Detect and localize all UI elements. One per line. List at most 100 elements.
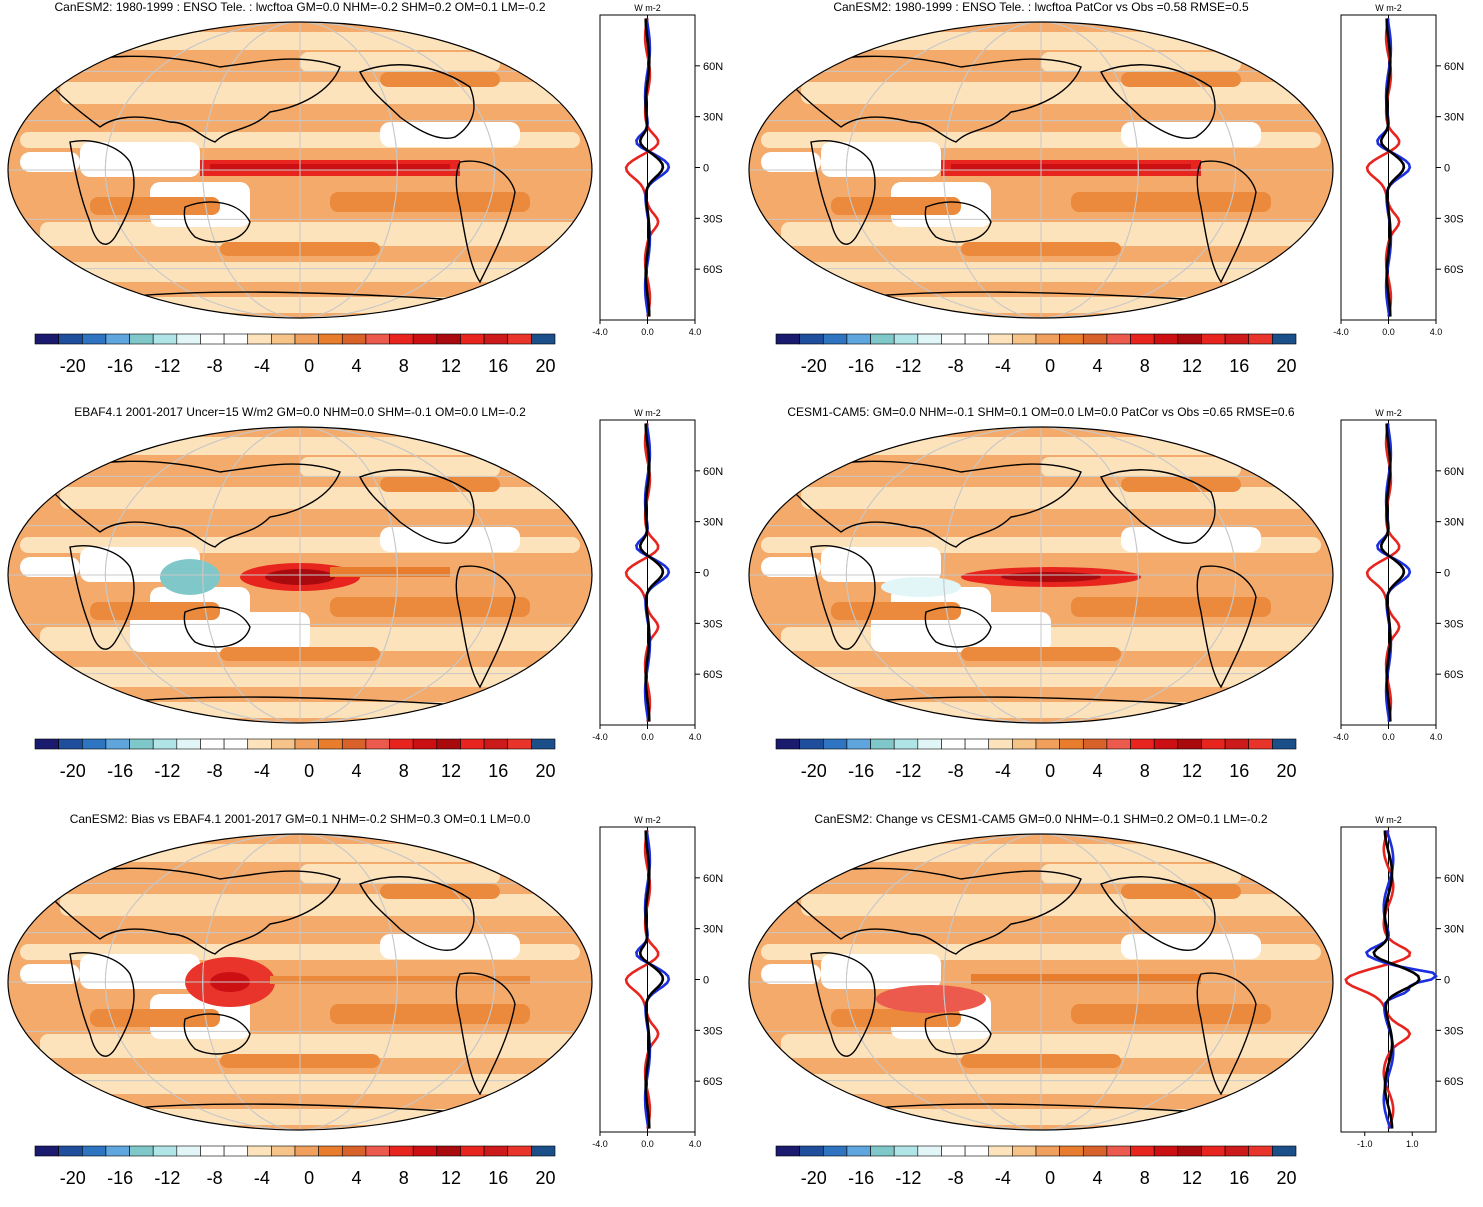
colorbar-label: 20 — [536, 1168, 556, 1188]
field-patch — [10, 262, 592, 282]
field-patch — [20, 964, 80, 984]
colorbar-swatch — [1201, 738, 1226, 750]
colorbar-swatch — [507, 1145, 532, 1157]
x-tick-label: 0.0 — [1382, 327, 1395, 337]
colorbar-swatch — [799, 738, 824, 750]
x-tick-label: -4.0 — [592, 732, 608, 742]
colorbar-swatch — [941, 738, 966, 750]
field-patch — [1121, 477, 1241, 492]
field-patch — [380, 72, 500, 87]
colorbar-swatch — [964, 738, 990, 750]
coastline — [924, 606, 992, 648]
x-tick-label: 4.0 — [689, 1139, 702, 1149]
colorbar-swatch — [1035, 738, 1060, 750]
colorbar-label: 0 — [1045, 1168, 1055, 1188]
field-patch — [330, 597, 530, 617]
colorbar-swatch — [1012, 333, 1037, 345]
colorbar-swatch — [893, 738, 919, 750]
colorbar-label: 4 — [1092, 1168, 1102, 1188]
field-patch — [80, 954, 200, 989]
colorbar-label: -8 — [207, 1168, 223, 1188]
colorbar-label: -4 — [254, 356, 270, 376]
colorbar: -20 -16 -12 -8 -4 0 4 8 12 16 20 — [775, 333, 1297, 376]
map-title: CESM1-CAM5: GM=0.0 NHM=-0.1 SHM=0.1 OM=0… — [787, 405, 1295, 419]
profile-line-reference — [638, 830, 665, 1129]
colorbar-label: -12 — [895, 356, 921, 376]
field-patch — [40, 222, 580, 246]
colorbar: -20 -16 -12 -8 -4 0 4 8 12 16 20 — [34, 738, 556, 781]
field-patch — [821, 954, 941, 989]
map — [748, 21, 1334, 319]
field-patch — [1071, 192, 1271, 212]
field-patch — [761, 557, 821, 577]
colorbar-swatch — [1224, 333, 1250, 345]
colorbar-swatch — [58, 738, 83, 750]
lat-tick-label: 0 — [1444, 975, 1450, 987]
colorbar-swatch — [507, 738, 532, 750]
colorbar-swatch — [917, 1145, 942, 1157]
x-tick-label: -4.0 — [1333, 732, 1349, 742]
colorbar-swatch — [1012, 738, 1037, 750]
field-layer — [749, 834, 1333, 1130]
colorbar-label: 16 — [1229, 761, 1249, 781]
field-patch — [871, 612, 1051, 652]
field-patch — [60, 82, 580, 104]
coastline — [38, 867, 341, 955]
colorbar-swatch — [1153, 1145, 1179, 1157]
colorbar-label: 12 — [441, 761, 461, 781]
field-patch — [1041, 52, 1241, 72]
graticule — [749, 22, 1333, 318]
colorbar-label: -20 — [60, 356, 86, 376]
colorbar-swatch — [988, 1145, 1013, 1157]
colorbar-swatch — [81, 738, 107, 750]
colorbar-swatch — [341, 1145, 367, 1157]
colorbar-swatch — [58, 1145, 83, 1157]
x-tick-label: 4.0 — [689, 327, 702, 337]
colorbar: -20 -16 -12 -8 -4 0 4 8 12 16 20 — [34, 1145, 556, 1188]
profile-units: W m-2 — [1375, 3, 1402, 13]
field-patch — [1121, 122, 1261, 147]
colorbar: -20 -16 -12 -8 -4 0 4 8 12 16 20 — [775, 1145, 1297, 1188]
field-patch — [1121, 527, 1261, 552]
x-tick-label: 0.0 — [641, 327, 654, 337]
lat-tick-label: 30N — [1444, 112, 1464, 124]
coastline — [1100, 64, 1216, 139]
colorbar-swatch — [271, 1145, 296, 1157]
colorbar-swatch — [1153, 738, 1179, 750]
map-title: CanESM2: Change vs CESM1-CAM5 GM=0.0 NHM… — [814, 812, 1268, 826]
colorbar-swatch — [846, 738, 871, 750]
map — [748, 426, 1334, 724]
coastline — [1196, 565, 1257, 689]
coastline — [455, 160, 516, 284]
colorbar-label: -16 — [107, 356, 133, 376]
colorbar-swatch — [389, 738, 414, 750]
colorbar-swatch — [129, 333, 154, 345]
colorbar-swatch — [964, 333, 990, 345]
colorbar-label: -8 — [948, 356, 964, 376]
field-patch — [821, 142, 941, 177]
colorbar-swatch — [460, 738, 485, 750]
field-patch — [751, 667, 1333, 687]
lat-tick-label: 0 — [1444, 163, 1450, 175]
equatorial-tongue — [270, 976, 530, 984]
lat-tick-label: 0 — [1444, 568, 1450, 580]
profile-line-reference — [638, 18, 665, 317]
colorbar-label: 12 — [441, 356, 461, 376]
colorbar-label: -12 — [895, 1168, 921, 1188]
field-patch — [1121, 72, 1241, 87]
field-patch — [380, 477, 500, 492]
field-layer — [749, 427, 1333, 723]
lat-tick-label: 60S — [703, 1076, 723, 1088]
colorbar-swatch — [365, 738, 390, 750]
colorbar-label: 8 — [1140, 761, 1150, 781]
field-patch — [100, 702, 520, 718]
colorbar-swatch — [1153, 333, 1179, 345]
colorbar-swatch — [1106, 738, 1131, 750]
profile-line-reference — [1372, 830, 1421, 1129]
profile-line-obs — [1365, 423, 1401, 722]
profile-line-model — [1364, 830, 1438, 1129]
field-patch — [300, 457, 500, 477]
field-patch — [40, 1034, 580, 1058]
equatorial-core — [951, 164, 1191, 170]
coastline — [1100, 876, 1216, 951]
